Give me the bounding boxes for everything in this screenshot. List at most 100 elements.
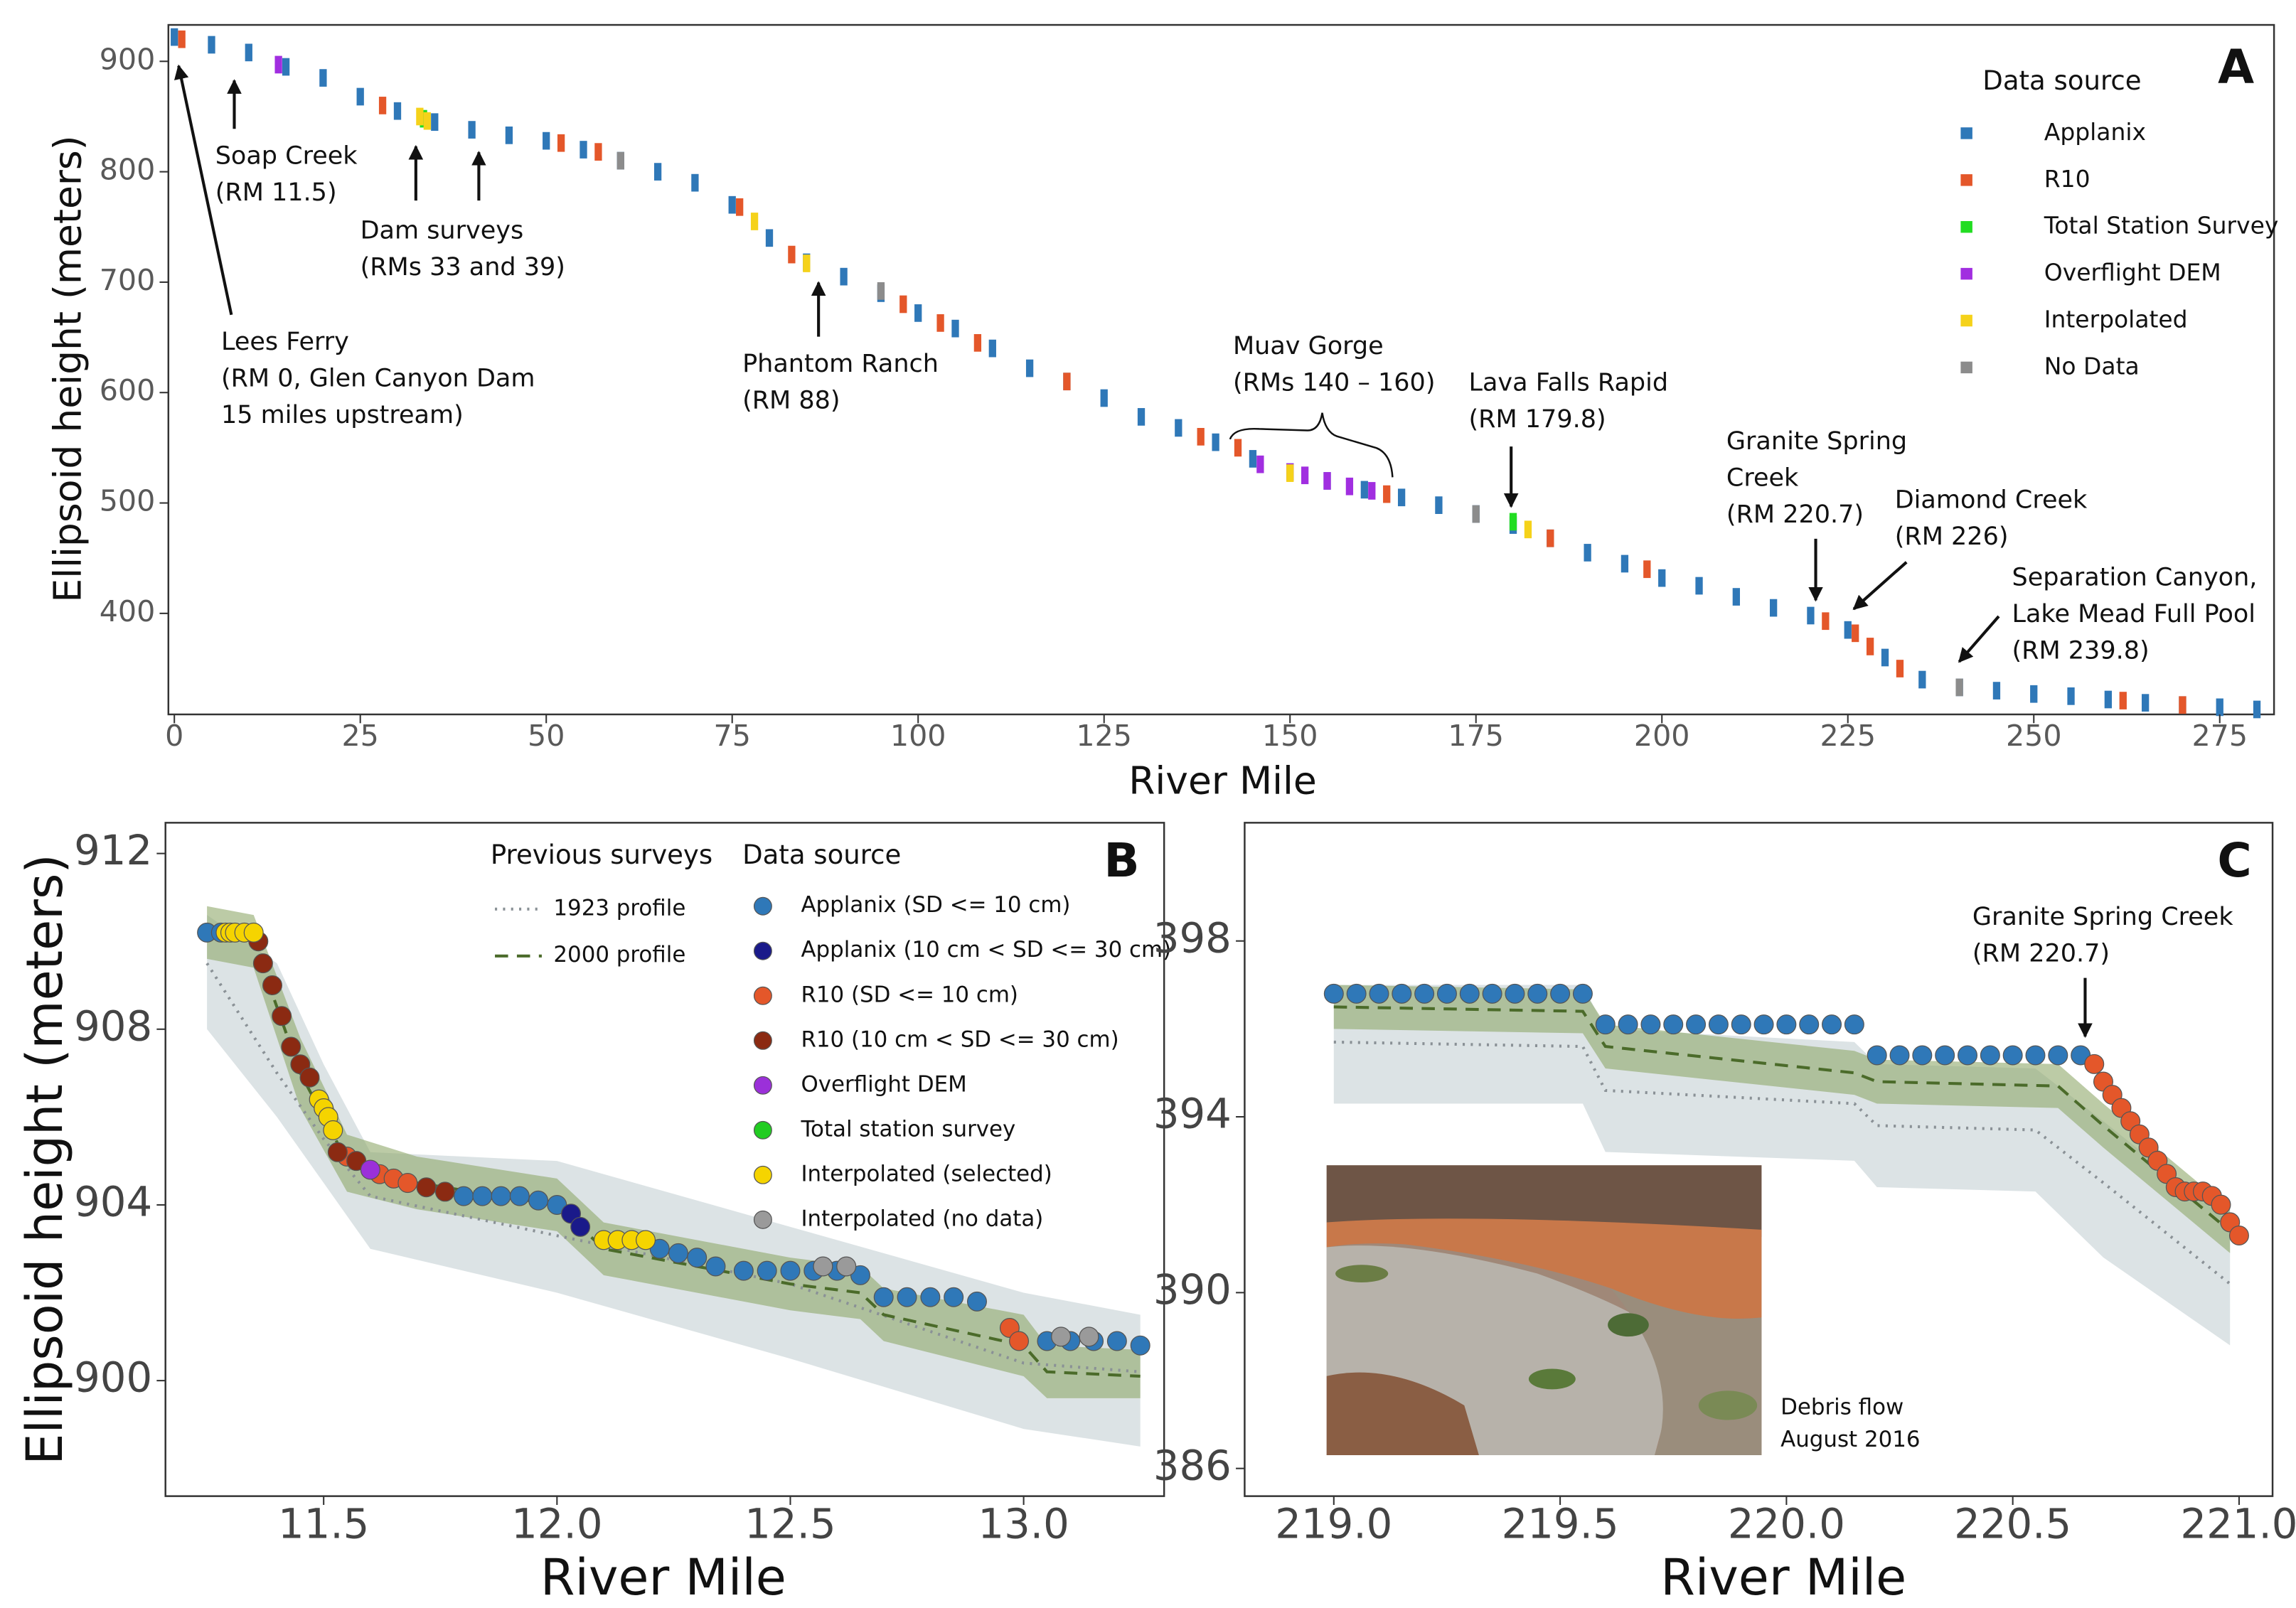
annotation-text: Lees Ferry <box>221 328 349 356</box>
data-point <box>416 107 424 126</box>
y-tick-label: 600 <box>100 373 156 407</box>
data-point <box>1383 485 1391 503</box>
data-point <box>319 69 327 87</box>
data-point <box>1992 682 2001 700</box>
data-point <box>1896 660 1904 677</box>
legend-swatch <box>753 896 772 916</box>
data-point <box>1301 466 1309 485</box>
data-point <box>2119 692 2127 709</box>
data-point <box>1550 983 1571 1004</box>
annotation-arrow <box>1958 615 2000 663</box>
legend-swatch <box>753 1120 772 1140</box>
annotation-text: Lake Mead Full Pool <box>2012 600 2255 628</box>
legend-label: R10 <box>2044 165 2091 193</box>
inset-caption: August 2016 <box>1780 1427 1920 1452</box>
data-point <box>1867 1045 1887 1066</box>
legend-label: R10 (SD <= 10 cm) <box>801 982 1018 1007</box>
legend-swatch <box>1960 314 1972 327</box>
data-point <box>252 953 273 974</box>
x-tick-label: 100 <box>890 719 946 753</box>
data-point <box>920 1287 941 1307</box>
annotation-text: (RM 11.5) <box>215 178 337 207</box>
legend-title: Previous surveys <box>491 840 712 870</box>
data-point <box>757 1260 777 1281</box>
data-point <box>2025 1045 2046 1066</box>
data-point <box>1881 648 1889 667</box>
annotation-text: Diamond Creek <box>1895 486 2088 514</box>
data-point <box>1935 1045 1955 1066</box>
data-point <box>1197 427 1205 446</box>
profile-line <box>1333 1005 2231 1233</box>
data-point <box>1472 505 1480 523</box>
y-tick-label: 394 <box>1153 1090 1232 1138</box>
data-point <box>2002 1045 2023 1066</box>
data-point <box>431 113 439 132</box>
data-point <box>557 134 565 152</box>
data-point <box>262 975 282 995</box>
x-axis-label: River Mile <box>1128 758 1317 803</box>
data-point <box>472 1186 493 1206</box>
data-point <box>687 1248 708 1268</box>
data-point <box>1658 569 1666 587</box>
data-point <box>1618 1014 1638 1035</box>
annotation-arrow <box>1852 561 1908 611</box>
data-point <box>840 267 848 286</box>
data-point <box>420 109 427 128</box>
uncertainty-band <box>1333 985 2231 1253</box>
legend-swatch <box>1960 127 1972 139</box>
annotation-text: (RM 88) <box>742 386 840 414</box>
x-tick-label: 75 <box>714 719 751 753</box>
legend-label: 2000 profile <box>553 942 685 968</box>
plot-frame <box>167 23 2275 716</box>
data-point <box>2216 698 2223 717</box>
data-point <box>1175 419 1182 437</box>
data-point <box>1212 433 1219 451</box>
annotation-text: Muav Gorge <box>1233 332 1384 360</box>
data-point <box>2179 696 2186 714</box>
data-point <box>1505 983 1525 1004</box>
data-point <box>813 1256 833 1277</box>
data-point <box>1807 606 1815 625</box>
data-point <box>988 339 996 358</box>
legend-label: R10 (10 cm < SD <= 30 cm) <box>801 1027 1118 1052</box>
data-point <box>2211 1194 2231 1215</box>
data-point <box>2048 1045 2068 1066</box>
data-point <box>1889 1045 1910 1066</box>
annotation-text: Dam surveys <box>361 216 524 245</box>
data-point <box>1368 482 1376 500</box>
data-point <box>1852 624 1859 643</box>
annotation-text: 15 miles upstream) <box>221 401 464 429</box>
legend-swatch <box>753 1076 772 1095</box>
x-tick-label: 200 <box>1634 719 1690 753</box>
data-point <box>1130 1335 1150 1356</box>
annotation-text: Granite Spring Creek <box>1972 903 2233 931</box>
data-point <box>668 1243 688 1263</box>
data-point <box>1323 472 1331 490</box>
annotation-text: (RMs 140 – 160) <box>1233 369 1436 397</box>
legend-swatch <box>753 941 772 960</box>
data-point <box>899 295 907 313</box>
data-point <box>733 1260 754 1281</box>
legend-label: Applanix (10 cm < SD <= 30 cm) <box>801 937 1171 963</box>
annotation-text: Creek <box>1726 463 1799 492</box>
legend-label: Interpolated <box>2044 306 2188 333</box>
data-point <box>914 304 922 322</box>
legend-label: 1923 profile <box>553 895 685 921</box>
data-point <box>1980 1045 2000 1066</box>
y-tick-label: 398 <box>1153 913 1232 962</box>
annotation-text: Granite Spring <box>1726 427 1907 456</box>
data-point <box>736 198 744 216</box>
data-point <box>468 121 476 139</box>
x-tick-label: 220.5 <box>1954 1499 2071 1548</box>
data-point <box>1918 670 1926 689</box>
data-point <box>528 1190 549 1211</box>
legend-title: Data source <box>1982 65 2141 96</box>
data-point <box>393 102 402 120</box>
y-tick-label: 390 <box>1153 1265 1232 1314</box>
data-point <box>1776 1014 1797 1035</box>
data-point <box>1663 1014 1684 1035</box>
data-point <box>327 1142 348 1162</box>
data-point <box>1346 983 1367 1004</box>
